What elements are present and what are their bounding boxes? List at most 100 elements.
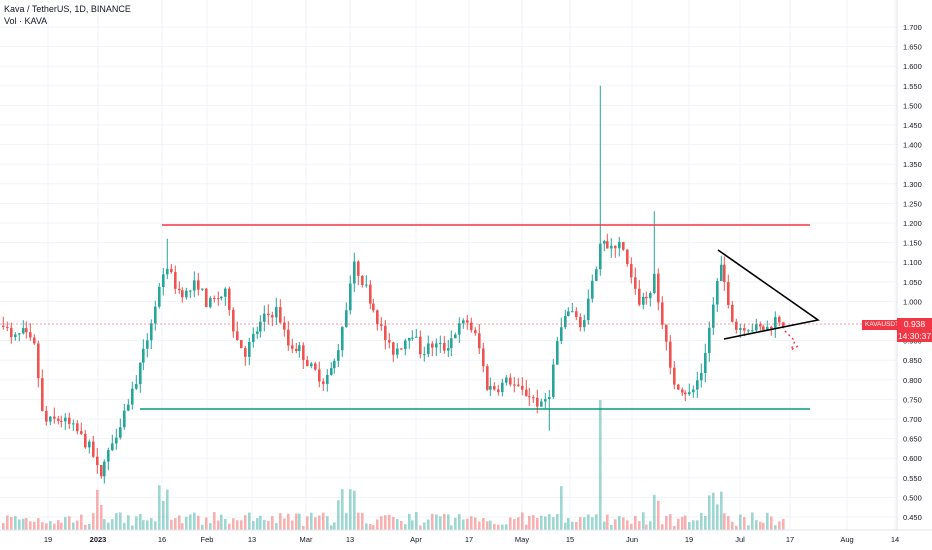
volume-bar — [178, 515, 181, 530]
volume-bar — [217, 520, 220, 530]
candle-body — [525, 389, 528, 397]
candle-body — [423, 354, 426, 356]
volume-bar — [314, 517, 317, 530]
candle-body — [205, 288, 208, 308]
volume-bar — [37, 518, 40, 530]
volume-bar — [587, 514, 590, 530]
current-price-value: 0.938 — [903, 319, 926, 329]
candle-body — [100, 465, 103, 477]
candle-body — [267, 313, 270, 316]
volume-bar — [743, 517, 746, 530]
volume-bar — [392, 516, 395, 530]
time-tick-label: 19 — [685, 535, 693, 544]
candle-body — [37, 343, 40, 379]
candle-body — [291, 345, 294, 349]
candle-body — [283, 322, 286, 330]
volume-bar — [614, 519, 617, 530]
volume-bar — [603, 521, 606, 530]
volume-bar — [411, 520, 414, 530]
grid — [0, 0, 897, 530]
volume-bar — [6, 515, 9, 530]
volume-bar — [232, 518, 235, 530]
chart-title: Kava / TetherUS, 1D, BINANCE — [4, 4, 131, 14]
volume-bar — [712, 492, 715, 530]
volume-bar — [84, 524, 87, 530]
candle-body — [708, 327, 711, 354]
candle-body — [540, 401, 543, 407]
candle-body — [181, 290, 184, 298]
volume-bar — [29, 521, 32, 530]
volume-bar — [337, 500, 340, 530]
volume-bar — [318, 515, 321, 530]
price-tick-label: 0.450 — [903, 513, 922, 522]
volume-bar — [271, 516, 274, 530]
volume-bar — [103, 519, 106, 530]
candle-body — [665, 324, 668, 342]
candle-body — [622, 242, 625, 250]
volume-bar — [107, 522, 110, 530]
price-tick-label: 1.200 — [903, 219, 922, 228]
candle-body — [583, 320, 586, 328]
volume-bar — [606, 514, 609, 530]
candle-body — [567, 311, 570, 316]
volume-bar — [595, 514, 598, 530]
candle-body — [536, 397, 539, 407]
volume-bar — [267, 520, 270, 530]
volume-bar — [92, 513, 95, 530]
volume-bar — [345, 513, 348, 530]
candle-body — [431, 343, 434, 348]
candle-body — [166, 268, 169, 275]
candle-body — [638, 288, 641, 305]
volume-bar — [158, 485, 161, 530]
candle-body — [669, 341, 672, 368]
price-tick-label: 1.700 — [903, 23, 922, 32]
candle-body — [302, 345, 305, 360]
candle-body — [123, 410, 126, 428]
candle-body — [505, 377, 508, 383]
volume-bar — [283, 518, 286, 530]
candle-body — [688, 392, 691, 395]
candle-body — [700, 373, 703, 381]
candle-body — [591, 280, 594, 299]
candle-body — [766, 326, 769, 331]
candle-body — [248, 342, 251, 357]
price-tick-label: 0.800 — [903, 376, 922, 385]
volume-bar — [751, 512, 754, 530]
candle-body — [716, 280, 719, 305]
candle-body — [396, 348, 399, 355]
volume-bar — [583, 517, 586, 530]
volume-bar — [622, 517, 625, 530]
candle-body — [197, 280, 200, 290]
candle-body — [497, 389, 500, 393]
volume-bar — [653, 494, 656, 530]
volume-bar — [53, 523, 56, 530]
volume-bar — [322, 512, 325, 530]
candle-body — [400, 348, 403, 350]
volume-bar — [361, 512, 364, 530]
candle-body — [201, 288, 204, 290]
candle-body — [556, 341, 559, 365]
volume-bar — [353, 490, 356, 530]
volume-bar — [349, 489, 352, 530]
candle-body — [318, 369, 321, 382]
candle-body — [614, 245, 617, 249]
price-axis[interactable]: 1.700 1.650 1.600 1.550 1.500 1.450 1.400 1.350… — [903, 23, 922, 522]
candle-body — [372, 303, 375, 311]
candle-body — [314, 363, 317, 370]
candle-body — [135, 384, 138, 389]
candle-body — [263, 313, 266, 322]
candle-body — [634, 277, 637, 289]
time-axis[interactable]: 19 2023 16 Feb 13 Mar 13 Apr 17 May 15 Jun 19 Jul 17 Au… — [44, 535, 899, 544]
candle-body — [778, 317, 781, 323]
candle-body — [193, 280, 196, 291]
candle-body — [384, 325, 387, 341]
candle-body — [217, 298, 220, 300]
candle-body — [240, 340, 243, 349]
volume-bar — [174, 518, 177, 530]
candle-body — [333, 360, 336, 369]
volume-bar — [548, 514, 551, 530]
candle-body — [630, 263, 633, 278]
volume-bar — [330, 525, 333, 530]
volume-bar — [18, 519, 21, 530]
